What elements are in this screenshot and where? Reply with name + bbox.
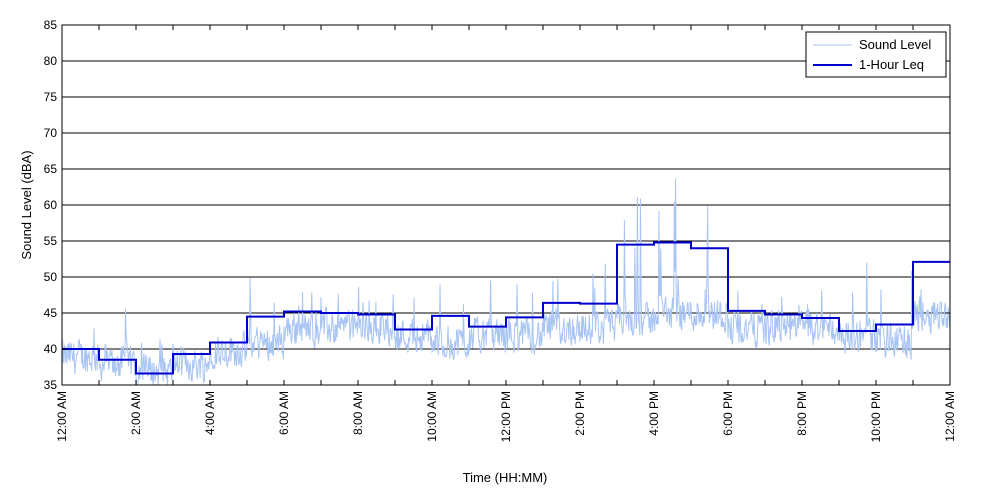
y-axis-title: Sound Level (dBA) [19, 150, 34, 259]
y-tick-label: 50 [44, 270, 58, 284]
y-axis: 35 40 45 50 55 60 65 70 75 80 85 [44, 18, 950, 392]
y-tick-label: 40 [44, 342, 58, 356]
y-tick-label: 85 [44, 18, 58, 32]
x-tick-label: 2:00 PM [573, 391, 587, 436]
x-tick-label: 8:00 PM [795, 391, 809, 436]
x-tick-label: 10:00 AM [425, 391, 439, 442]
y-tick-label: 80 [44, 54, 58, 68]
x-tick-label: 10:00 PM [869, 391, 883, 442]
x-tick-label: 2:00 AM [129, 391, 143, 435]
x-axis-title: Time (HH:MM) [463, 470, 548, 485]
x-tick-label: 8:00 AM [351, 391, 365, 435]
y-tick-label: 75 [44, 90, 58, 104]
x-tick-label: 12:00 PM [499, 391, 513, 442]
x-tick-label: 6:00 AM [277, 391, 291, 435]
y-tick-label: 35 [44, 378, 58, 392]
x-tick-label: 4:00 PM [647, 391, 661, 436]
legend-box [805, 31, 947, 78]
legend-leq-label: 1-Hour Leq [859, 57, 924, 72]
x-tick-label: 12:00 AM [943, 391, 957, 442]
y-tick-label: 55 [44, 234, 58, 248]
legend-sound-level-label: Sound Level [859, 37, 931, 52]
x-tick-label: 12:00 AM [55, 391, 69, 442]
legend: Sound Level 1-Hour Leq [805, 31, 947, 78]
x-tick-label: 6:00 PM [721, 391, 735, 436]
x-tick-label: 4:00 AM [203, 391, 217, 435]
x-axis: 12:00 AM 2:00 AM 4:00 AM 6:00 AM 8:00 AM 10:0… [55, 25, 957, 442]
y-tick-label: 45 [44, 306, 58, 320]
y-tick-label: 65 [44, 162, 58, 176]
leq-step-line [62, 241, 950, 375]
y-tick-label: 60 [44, 198, 58, 212]
y-tick-label: 70 [44, 126, 58, 140]
leq-series [62, 241, 950, 375]
